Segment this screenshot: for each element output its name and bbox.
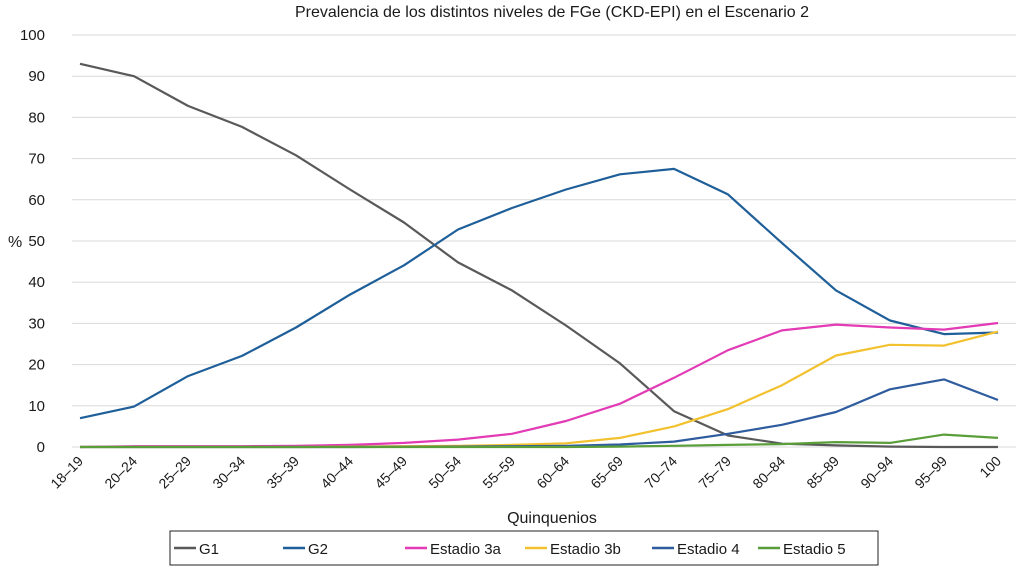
x-tick-label: 80–84 [749,453,788,492]
series-line-estadio-4 [80,378,999,449]
chart-title: Prevalencia de los distintos niveles de … [295,4,809,21]
x-tick-label: 45–49 [371,453,410,492]
legend-label: Estadio 3b [550,541,621,558]
y-axis-ticks: 0 10 20 30 40 50 60 70 80 90 100 [20,27,45,456]
gridlines [72,34,1016,448]
x-tick-label: 100 [976,453,1004,481]
series-line-g1 [79,62,998,449]
series-lines [79,62,999,449]
x-tick-label: 90–94 [857,453,896,492]
y-tick-label: 100 [20,27,45,44]
legend-label: G2 [308,541,328,558]
x-tick-label: 65–69 [587,453,626,492]
x-tick-label: 70–74 [641,453,680,492]
x-tick-label: 60–64 [533,453,572,492]
series-line-estadio-3a [79,321,999,449]
x-tick-label: 25–29 [155,453,194,492]
x-tick-label: 95–99 [911,453,950,492]
series-line-g2 [79,167,999,420]
x-axis-ticks: 18–19 20–24 25–29 30–34 35–39 40–44 45–49 50–54… [47,453,1004,492]
y-tick-label: 90 [28,68,45,85]
x-tick-label: 18–19 [47,453,86,492]
y-tick-label: 10 [28,398,45,415]
x-tick-label: 40–44 [317,453,356,492]
legend-label: Estadio 4 [677,541,740,558]
x-tick-label: 20–24 [101,453,140,492]
x-tick-label: 55–59 [479,453,518,492]
legend: G1 G2 Estadio 3a Estadio 3b Estadio 4 Estadio… [169,530,879,566]
x-tick-label: 75–79 [695,453,734,492]
y-tick-label: 20 [28,357,45,374]
y-tick-label: 40 [28,274,45,291]
x-tick-label: 35–39 [263,453,302,492]
y-tick-label: 30 [28,315,45,332]
legend-label: Estadio 5 [783,541,846,558]
y-tick-label: 60 [28,192,45,209]
series-line-estadio-3b [80,330,999,449]
y-tick-label: 70 [28,151,45,168]
legend-label: G1 [199,541,219,558]
series-line-estadio-5 [80,433,999,449]
x-axis-label: Quinquenios [507,510,597,527]
y-tick-label: 0 [37,439,45,456]
x-tick-label: 85–89 [803,453,842,492]
y-axis-label: % [8,234,22,251]
y-tick-label: 50 [28,233,45,250]
legend-label: Estadio 3a [430,541,502,558]
y-tick-label: 80 [28,109,45,126]
x-tick-label: 30–34 [209,453,248,492]
x-tick-label: 50–54 [425,453,464,492]
